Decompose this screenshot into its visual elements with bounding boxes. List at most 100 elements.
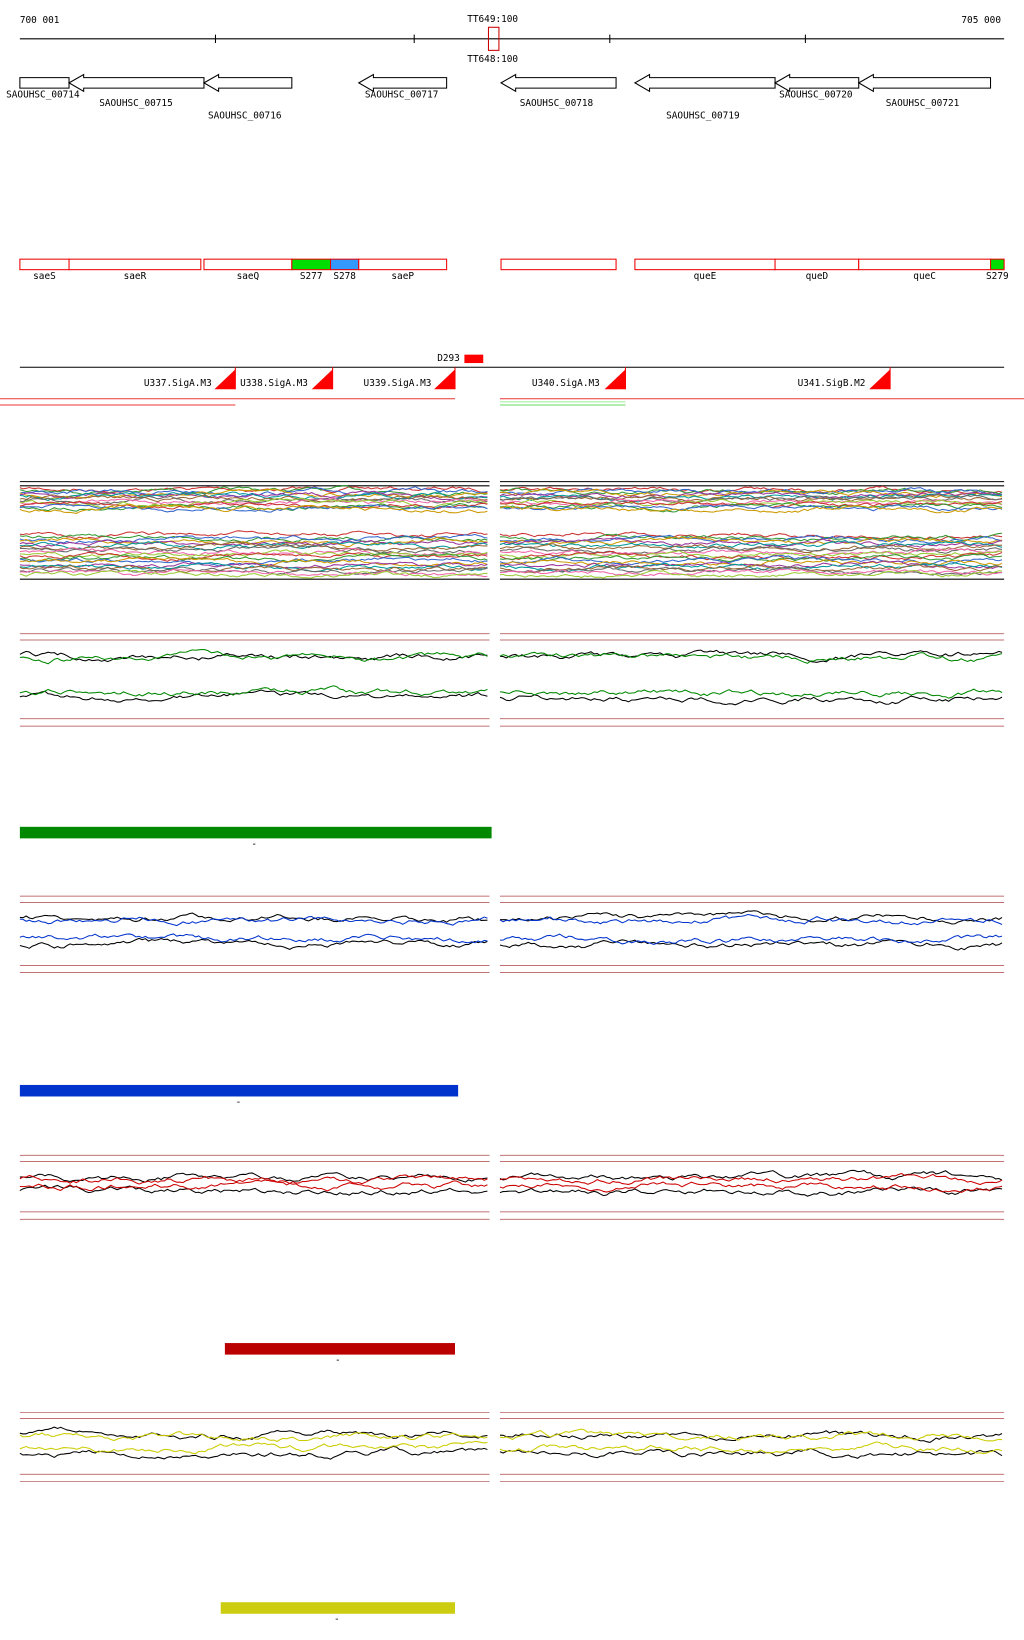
expression-trace <box>499 560 1003 569</box>
track-bar <box>224 1343 455 1355</box>
operon-label: S278 <box>333 271 356 282</box>
expression-trace <box>499 504 1003 514</box>
operon-box <box>19 258 70 271</box>
expression-trace <box>19 494 488 503</box>
promoter-label: U337.SigA.M3 <box>144 378 212 389</box>
expression-trace <box>19 1184 488 1196</box>
expression-trace <box>19 933 488 944</box>
expression-trace <box>499 688 1003 699</box>
gene-arrow <box>67 73 205 93</box>
expression-trace <box>499 933 1003 946</box>
expression-trace <box>19 495 488 506</box>
operon-box <box>330 258 360 271</box>
expression-trace <box>19 1179 488 1192</box>
expression-trace <box>499 1169 1003 1181</box>
gene-label: SAOUHSC_00716 <box>208 111 282 122</box>
expression-trace <box>19 500 488 510</box>
expression-trace <box>499 1186 1003 1197</box>
gene-arrow <box>357 73 448 93</box>
operon-label: saeS <box>33 271 56 282</box>
expression-trace <box>499 651 1003 664</box>
operon-label: saeP <box>391 271 414 282</box>
operon-label: S279 <box>986 271 1009 282</box>
expression-trace <box>499 694 1003 706</box>
expression-trace <box>499 494 1003 504</box>
operon-label: queC <box>913 271 936 282</box>
expression-trace <box>19 1174 488 1185</box>
operon-box <box>203 258 293 271</box>
track-bar <box>19 1084 459 1097</box>
ruler-start: 700 001 <box>20 15 60 26</box>
expression-trace <box>499 504 1003 512</box>
ruler-marker-label: TT648:100 <box>467 54 518 65</box>
promoter-arrow <box>214 369 236 390</box>
ruler-marker-label: TT649:100 <box>467 14 518 25</box>
expression-trace <box>499 491 1003 499</box>
expression-trace <box>19 533 488 543</box>
track-label: - <box>236 1097 242 1108</box>
expression-trace <box>19 1440 488 1455</box>
operon-box <box>291 258 332 271</box>
gene-arrow <box>857 73 992 93</box>
operon-box <box>358 258 448 271</box>
expression-trace <box>499 910 1003 925</box>
operon-box <box>68 258 202 271</box>
expression-trace <box>499 1172 1003 1186</box>
expression-trace <box>499 566 1003 576</box>
promoter-arrow <box>869 369 891 390</box>
terminator-label: D293 <box>437 353 460 364</box>
expression-trace <box>499 537 1003 548</box>
expression-trace <box>19 915 488 927</box>
track-label: - <box>251 839 257 850</box>
expression-trace <box>499 649 1003 663</box>
expression-trace <box>19 533 488 544</box>
expression-trace <box>499 1181 1003 1194</box>
expression-trace <box>499 939 1003 951</box>
expression-trace <box>19 564 488 574</box>
expression-trace <box>19 561 488 569</box>
expression-trace <box>499 502 1003 513</box>
expression-trace <box>499 1428 1003 1442</box>
expression-trace <box>19 497 488 509</box>
expression-trace <box>19 648 488 665</box>
expression-trace <box>19 569 488 579</box>
operon-box <box>858 258 992 271</box>
operon-box <box>990 258 1005 271</box>
promoter-arrow <box>434 369 455 390</box>
gene-arrow <box>202 73 293 93</box>
expression-trace <box>499 568 1003 577</box>
gene-arrow <box>499 73 617 93</box>
expression-trace <box>19 1431 488 1443</box>
expression-trace <box>19 566 488 575</box>
promoter-label: U341.SigB.M2 <box>798 378 866 389</box>
gene-label: SAOUHSC_00718 <box>520 98 594 109</box>
track-bar <box>19 826 492 839</box>
expression-trace <box>19 561 488 573</box>
operon-label: saeQ <box>237 271 260 282</box>
dynamic-layer: SAOUHSC_00714 SAOUHSC_00715 SAOUHSC_00716 S… <box>0 73 1024 1625</box>
expression-trace <box>499 1447 1003 1459</box>
gene-arrow <box>19 77 70 89</box>
gene-label: SAOUHSC_00721 <box>886 98 960 109</box>
expression-trace <box>19 539 488 548</box>
gene-label: SAOUHSC_00717 <box>365 90 439 101</box>
ruler-marker <box>487 26 500 51</box>
expression-trace <box>19 650 488 663</box>
expression-trace <box>19 556 488 567</box>
expression-trace <box>19 488 488 500</box>
gene-label: SAOUHSC_00714 <box>6 90 80 101</box>
expression-trace <box>19 937 488 950</box>
expression-trace <box>19 503 488 513</box>
gene-label: SAOUHSC_00719 <box>666 111 740 122</box>
expression-trace <box>499 539 1003 549</box>
expression-trace <box>499 550 1003 561</box>
promoter-arrow <box>604 369 626 390</box>
expression-trace <box>19 912 488 923</box>
promoter-label: U340.SigA.M3 <box>532 378 600 389</box>
operon-box <box>500 258 617 271</box>
expression-trace <box>499 543 1003 554</box>
track-bar <box>220 1602 455 1614</box>
promoter-arrow <box>311 369 333 390</box>
operon-label: S277 <box>300 271 323 282</box>
